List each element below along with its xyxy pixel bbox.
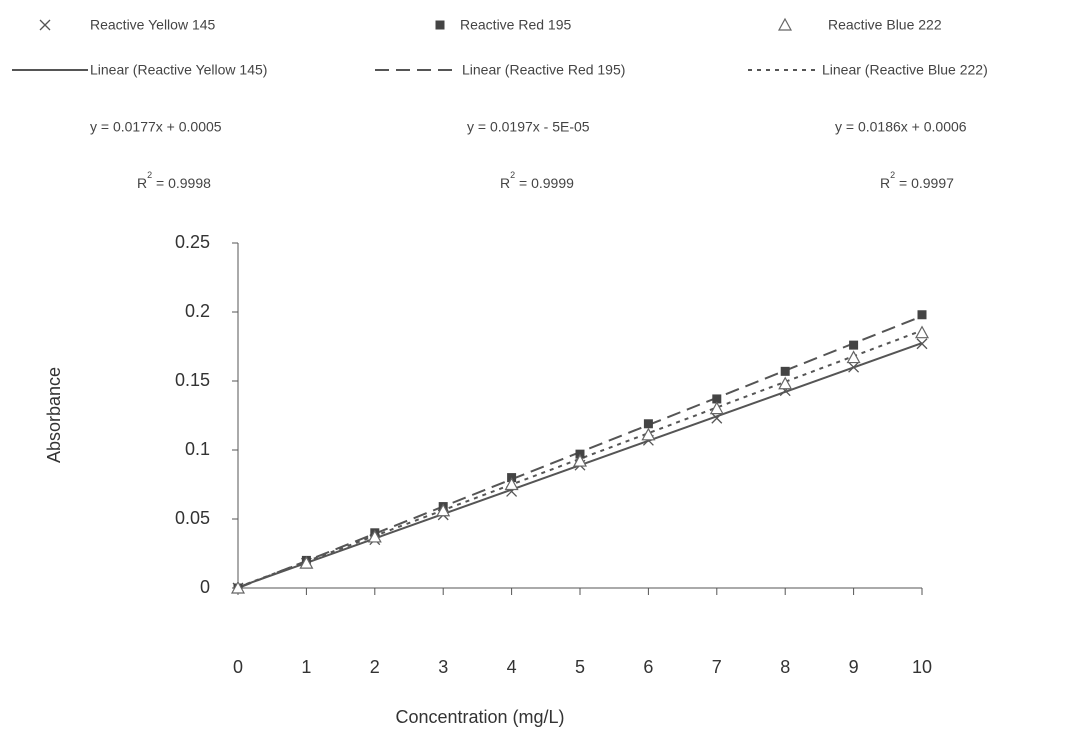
marker — [572, 453, 588, 467]
r-squared: R2 = 0.9999 — [500, 170, 574, 190]
legend-label: Reactive Red 195 — [460, 17, 572, 33]
marker — [436, 503, 451, 517]
marker — [917, 310, 927, 320]
legend-label: Linear (Reactive Blue 222) — [822, 62, 988, 78]
x-tick-label: 7 — [712, 657, 722, 677]
y-tick-label: 0.2 — [185, 301, 210, 321]
legend-label: Linear (Reactive Red 195) — [462, 62, 625, 78]
x-tick-label: 3 — [438, 657, 448, 677]
x-tick-label: 10 — [912, 657, 932, 677]
legend-label: Reactive Yellow 145 — [90, 17, 216, 33]
marker — [780, 366, 790, 376]
marker — [712, 394, 722, 404]
x-tick-label: 1 — [301, 657, 311, 677]
marker — [641, 427, 656, 441]
x-tick-label: 5 — [575, 657, 585, 677]
r-squared-symbol: R — [500, 175, 510, 191]
x-tick-label: 2 — [370, 657, 380, 677]
r-squared: R2 = 0.9997 — [880, 170, 954, 190]
y-tick-label: 0 — [200, 577, 210, 597]
legend-marker — [777, 17, 793, 31]
x-tick-label: 0 — [233, 657, 243, 677]
trendline-equation: y = 0.0186x + 0.0006 — [835, 119, 967, 135]
legend-marker — [39, 19, 51, 31]
marker — [709, 401, 724, 415]
marker — [846, 350, 861, 364]
legend-label: Linear (Reactive Yellow 145) — [90, 62, 267, 78]
x-tick-label: 9 — [849, 657, 859, 677]
legend-label: Reactive Blue 222 — [828, 17, 942, 33]
r-squared-symbol: R — [137, 175, 147, 191]
marker — [504, 477, 519, 491]
x-tick-label: 6 — [643, 657, 653, 677]
marker — [778, 376, 793, 390]
r-squared-power: 2 — [147, 170, 152, 180]
marker — [643, 419, 653, 429]
r-squared-value: = 0.9997 — [895, 175, 954, 191]
y-tick-label: 0.15 — [175, 370, 210, 390]
r-squared-value: = 0.9998 — [152, 175, 211, 191]
r-squared-symbol: R — [880, 175, 890, 191]
marker — [711, 412, 723, 424]
marker — [367, 529, 382, 543]
marker — [848, 361, 860, 373]
r-squared: R2 = 0.9998 — [137, 170, 211, 190]
marker — [299, 555, 314, 569]
marker — [916, 338, 928, 350]
trendline-equation: y = 0.0197x - 5E-05 — [467, 119, 590, 135]
r-squared-power: 2 — [890, 170, 895, 180]
y-tick-label: 0.25 — [175, 232, 210, 252]
x-tick-label: 8 — [780, 657, 790, 677]
r-squared-power: 2 — [510, 170, 515, 180]
marker — [914, 325, 930, 339]
x-axis-title: Concentration (mg/L) — [395, 707, 564, 727]
trendline-equation: y = 0.0177x + 0.0005 — [90, 119, 222, 135]
marker — [230, 580, 246, 594]
legend-marker — [435, 20, 445, 30]
marker — [849, 340, 859, 350]
y-axis-title: Absorbance — [44, 367, 64, 463]
r-squared-value: = 0.9999 — [515, 175, 574, 191]
y-tick-label: 0.1 — [185, 439, 210, 459]
y-tick-label: 0.05 — [175, 508, 210, 528]
x-tick-label: 4 — [507, 657, 517, 677]
